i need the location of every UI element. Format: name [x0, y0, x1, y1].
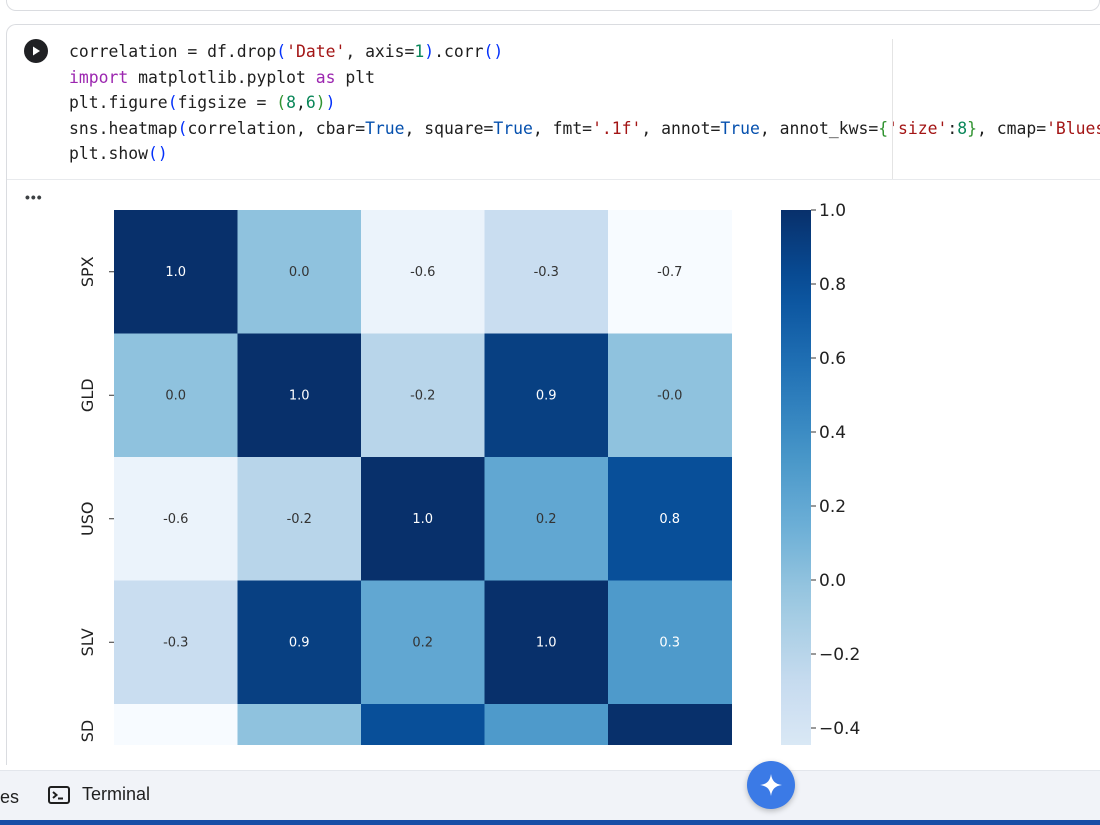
colorbar-tick-label: 0.0: [819, 571, 846, 591]
heatmap-cell: [608, 580, 732, 705]
heatmap-annotation: 1.0: [289, 388, 310, 403]
correlation-heatmap: 1.0 0.0 -0.6 -0.3 -0.7 0.0 1.0 -0.2 0.9 -0.0 -0.6 -…: [78, 201, 860, 765]
y-tick-label: SLV: [78, 628, 97, 656]
colorbar-tick-label: −0.2: [819, 645, 860, 665]
heatmap-cell: [608, 457, 732, 581]
heatmap-cell: [114, 210, 238, 334]
heatmap-annotation: 0.0: [289, 265, 310, 280]
heatmap-cell: [361, 704, 485, 745]
heatmap-annotation: -0.0: [287, 759, 312, 765]
colorbar-tick-label: −0.4: [819, 719, 860, 739]
heatmap-annotation: 0.8: [659, 512, 680, 527]
heatmap-annotation: 1.0: [165, 265, 186, 280]
heatmap-cell: [361, 210, 485, 334]
gemini-button[interactable]: [747, 761, 795, 809]
heatmap-annotation: 0.9: [289, 635, 310, 650]
heatmap-annotation: 0.2: [412, 635, 433, 650]
terminal-tab[interactable]: Terminal: [48, 784, 150, 805]
status-accent-bar: [0, 820, 1100, 825]
terminal-tab-label: Terminal: [82, 784, 151, 804]
heatmap-cell: [114, 704, 238, 745]
colorbar-tick-label: 1.0: [819, 201, 846, 221]
heatmap-cell: [114, 457, 238, 581]
y-tick-label: SPX: [78, 256, 97, 287]
heatmap-cell: [484, 210, 609, 334]
heatmap-cell: [237, 333, 362, 458]
colorbar-tick-label: 0.4: [819, 423, 846, 443]
heatmap-cell: [114, 333, 238, 458]
heatmap-annotation: -0.7: [163, 759, 188, 765]
heatmap-cell: [361, 457, 485, 581]
heatmap-annotation: 1.0: [412, 512, 433, 527]
files-tab[interactable]: es: [0, 787, 20, 807]
colorbar: [781, 210, 811, 745]
heatmap-cell: [484, 704, 609, 745]
heatmap-cell: [484, 457, 609, 581]
heatmap-cell: [237, 704, 362, 745]
heatmap-annotation: 0.9: [536, 388, 557, 403]
colorbar-tick-label: 0.2: [819, 497, 846, 517]
heatmap-cell: [608, 333, 732, 458]
code-line: plt.show(): [69, 144, 168, 164]
heatmap-annotation: 0.2: [536, 512, 557, 527]
code-line: sns.heatmap(correlation, cbar=True, squa…: [69, 118, 1100, 138]
heatmap-annotation: 1.0: [659, 759, 680, 765]
heatmap-annotation: -0.6: [410, 265, 435, 280]
terminal-icon: [48, 785, 70, 804]
heatmap-annotation: -0.3: [163, 635, 188, 650]
heatmap-cell: [484, 580, 609, 705]
heatmap-cell: [237, 210, 362, 334]
heatmap-annotation: -0.3: [534, 265, 559, 280]
colorbar-tick-label: 0.6: [819, 349, 846, 369]
y-tick-label: USO: [78, 502, 97, 536]
heatmap-cell: [484, 333, 609, 458]
heatmap-annotation: -0.0: [657, 388, 682, 403]
code-line: correlation = df.drop('Date', axis=1).co…: [69, 42, 504, 61]
heatmap-annotation: 1.0: [536, 635, 557, 650]
sparkle-icon: [760, 774, 782, 796]
colorbar-tick-label: 0.8: [819, 275, 846, 295]
heatmap-cell: [237, 457, 362, 581]
bottom-panel-bar: [0, 770, 1100, 821]
heatmap-annotation: 0.0: [165, 388, 186, 403]
code-editor[interactable]: correlation = df.drop('Date', axis=1).co…: [69, 39, 1100, 167]
output-divider: [7, 179, 1100, 180]
output-menu-button[interactable]: •••: [25, 189, 43, 205]
heatmap-cell: [608, 210, 732, 334]
heatmap-cell: [237, 580, 362, 705]
heatmap-annotation: -0.7: [657, 265, 682, 280]
editor-ruler: [892, 39, 893, 179]
heatmap-cell: [608, 704, 732, 745]
heatmap-annotation: -0.2: [410, 388, 435, 403]
heatmap-annotation: -0.2: [287, 512, 312, 527]
heatmap-cell: [361, 333, 485, 458]
code-cell[interactable]: correlation = df.drop('Date', axis=1).co…: [6, 24, 1100, 765]
heatmap-annotation: -0.6: [163, 512, 188, 527]
heatmap-annotation: 0.8: [412, 759, 433, 765]
heatmap-cell: [114, 580, 238, 705]
heatmap-cell: [361, 580, 485, 705]
play-icon: [33, 46, 40, 56]
y-tick-label: GLD: [78, 378, 97, 412]
heatmap-annotation: 0.3: [536, 759, 557, 765]
code-line: plt.figure(figsize = (8,6)): [69, 93, 336, 113]
code-line: import matplotlib.pyplot as plt: [69, 67, 375, 87]
previous-cell: [6, 0, 1100, 11]
run-cell-button[interactable]: [24, 39, 48, 63]
heatmap-annotation: 0.3: [659, 635, 680, 650]
y-tick-label: SD: [78, 720, 97, 742]
